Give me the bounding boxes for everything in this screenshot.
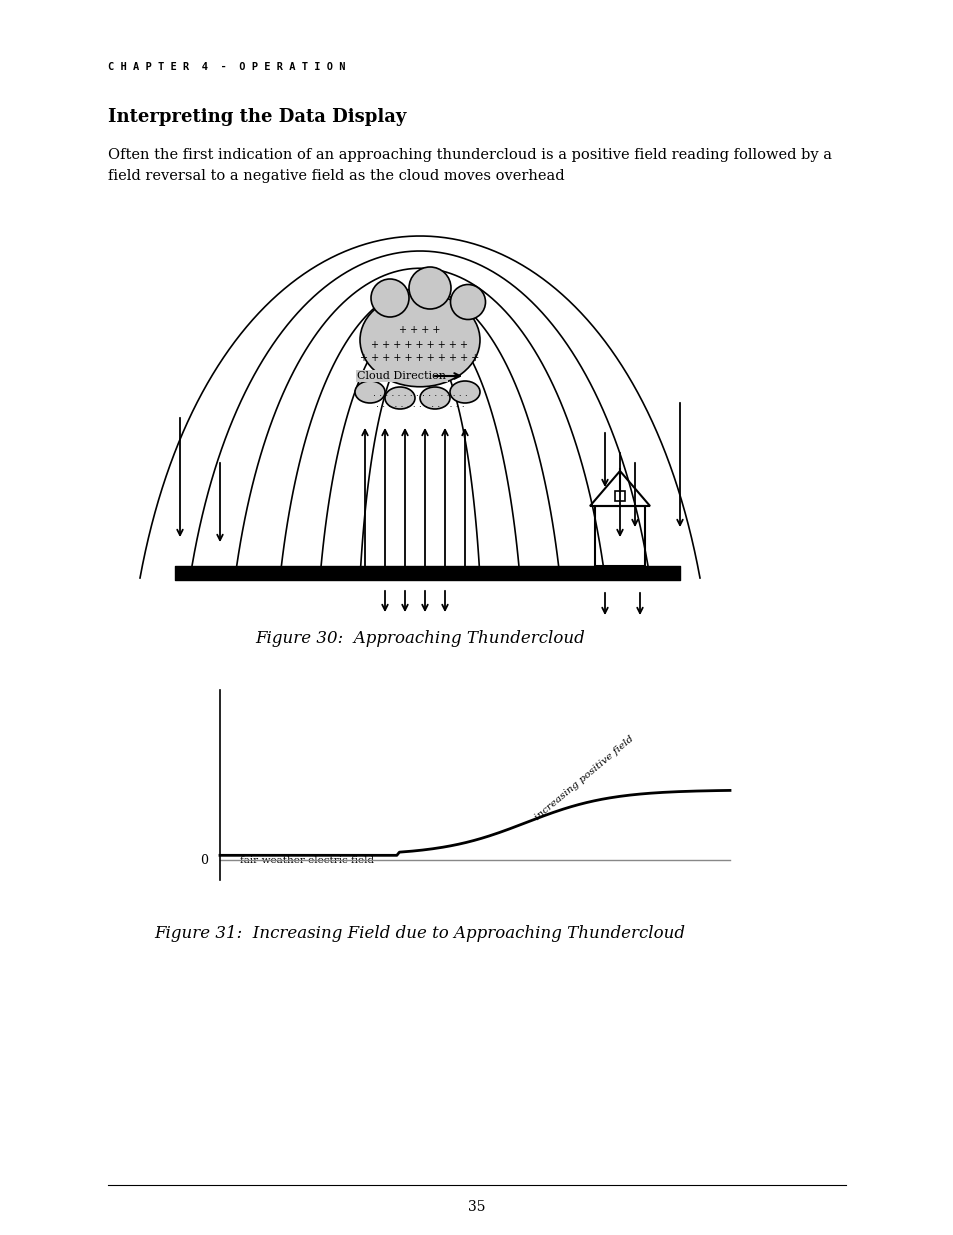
Text: Figure 31:  Increasing Field due to Approaching Thundercloud: Figure 31: Increasing Field due to Appro… [154,925,685,942]
Text: . . . . . . . . . . . . . . .: . . . . . . . . . . . . . . . [375,399,464,409]
Ellipse shape [385,387,415,409]
Text: + + + + + + + + +: + + + + + + + + + [371,340,468,350]
Text: Cloud Direction: Cloud Direction [357,370,446,382]
Ellipse shape [409,267,451,309]
Ellipse shape [450,284,485,320]
Text: Often the first indication of an approaching thundercloud is a positive field re: Often the first indication of an approac… [108,148,831,183]
Text: increasing positive field: increasing positive field [533,734,635,823]
Text: 35: 35 [468,1200,485,1214]
Ellipse shape [371,279,409,317]
Text: Figure 30:  Approaching Thundercloud: Figure 30: Approaching Thundercloud [254,630,584,647]
Ellipse shape [450,382,479,403]
Ellipse shape [359,293,479,387]
Ellipse shape [355,382,385,403]
Text: + + + + + + + + + + +: + + + + + + + + + + + [360,353,479,363]
Text: . . . . . . . . . . . . . . . .: . . . . . . . . . . . . . . . . [373,388,467,398]
Text: Interpreting the Data Display: Interpreting the Data Display [108,107,406,126]
Text: fair-weather electric field: fair-weather electric field [240,856,374,864]
Text: 0: 0 [200,853,208,867]
Text: C H A P T E R  4  -  O P E R A T I O N: C H A P T E R 4 - O P E R A T I O N [108,62,345,72]
Ellipse shape [419,387,450,409]
Text: + + + +: + + + + [399,325,440,335]
